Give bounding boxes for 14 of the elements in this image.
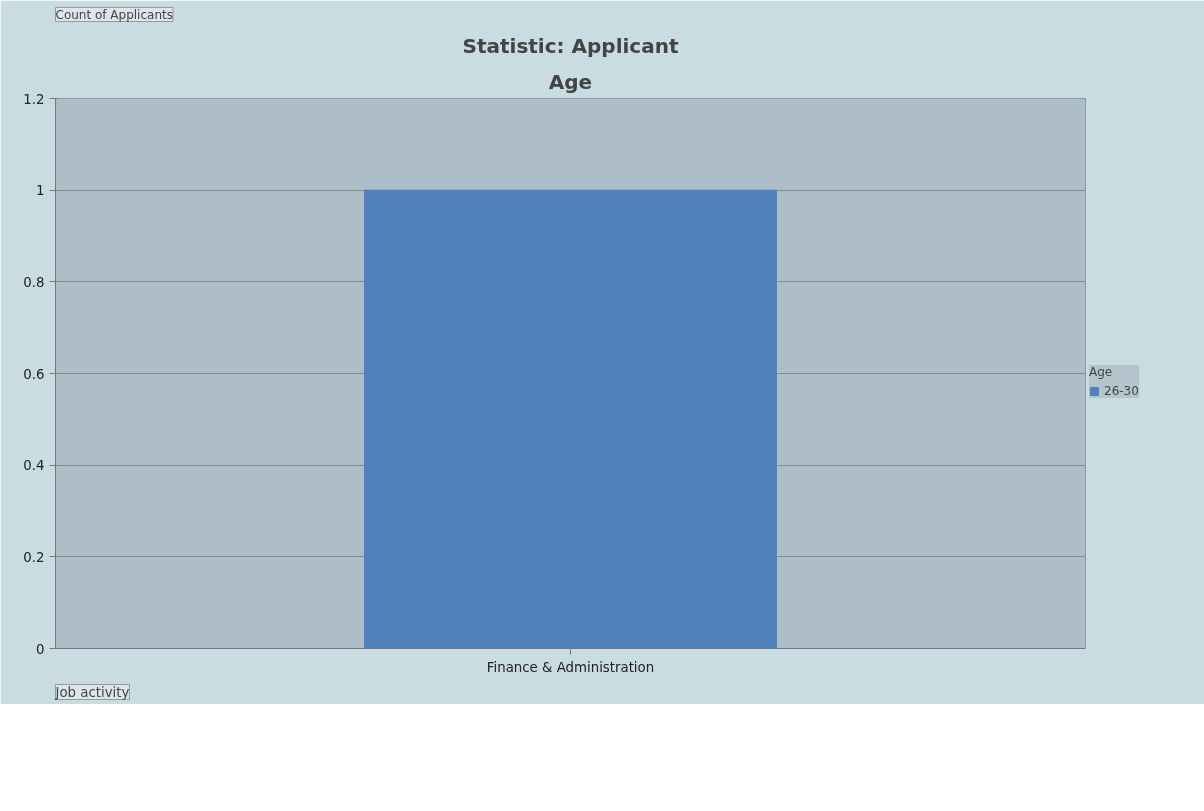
x-tick-label: Finance & Administration (486, 659, 655, 675)
chart-title: Statistic: Applicant (462, 33, 679, 58)
y-tick-label: 0.6 (23, 366, 45, 382)
y-tick-label: 0 (36, 641, 45, 657)
text: Count of Applicants (55, 7, 173, 22)
y-tick-label: 1.2 (23, 91, 45, 107)
legend-label: 26-30 (1104, 384, 1139, 398)
y-tick-label: 0.8 (23, 274, 45, 290)
y-tick-label: 0.4 (23, 458, 45, 474)
legend-title: Age (1089, 365, 1114, 379)
chart-subtitle: Age (548, 69, 593, 94)
x-axis-title: Job activity (54, 684, 130, 700)
y-tick-label: 0.2 (23, 549, 45, 565)
y-tick-label: 1 (36, 183, 45, 199)
